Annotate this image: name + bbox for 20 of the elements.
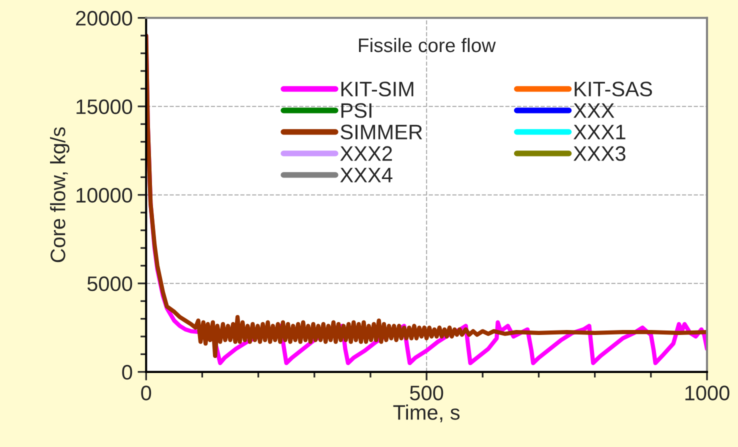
y-axis-title: Core flow, kg/s xyxy=(50,127,70,262)
x-tick-label: 0 xyxy=(141,386,152,400)
legend-label: KIT-SIM xyxy=(341,82,414,96)
legend-label: XXX2 xyxy=(340,146,392,161)
legend-label: PSI xyxy=(341,103,372,118)
legend-label: SIMMER xyxy=(340,124,422,140)
y-tick-label: 10000 xyxy=(76,188,132,203)
legend-label: XXX4 xyxy=(340,168,392,182)
y-tick-label: 5000 xyxy=(87,276,132,292)
y-tick-label: 0 xyxy=(122,364,132,380)
legend-label: XXX3 xyxy=(574,146,626,161)
x-axis-title: Time, s xyxy=(393,404,460,422)
x-tick-label: 500 xyxy=(410,386,444,400)
y-tick-label: 15000 xyxy=(76,99,132,114)
y-tick-label: 20000 xyxy=(76,10,132,26)
legend-label: XXX xyxy=(574,103,614,118)
legend-label: XXX1 xyxy=(574,124,626,140)
legend-label: KIT-SAS xyxy=(574,82,652,96)
x-tick-label: 1000 xyxy=(685,386,730,400)
text: Fissile core flow xyxy=(359,38,496,52)
